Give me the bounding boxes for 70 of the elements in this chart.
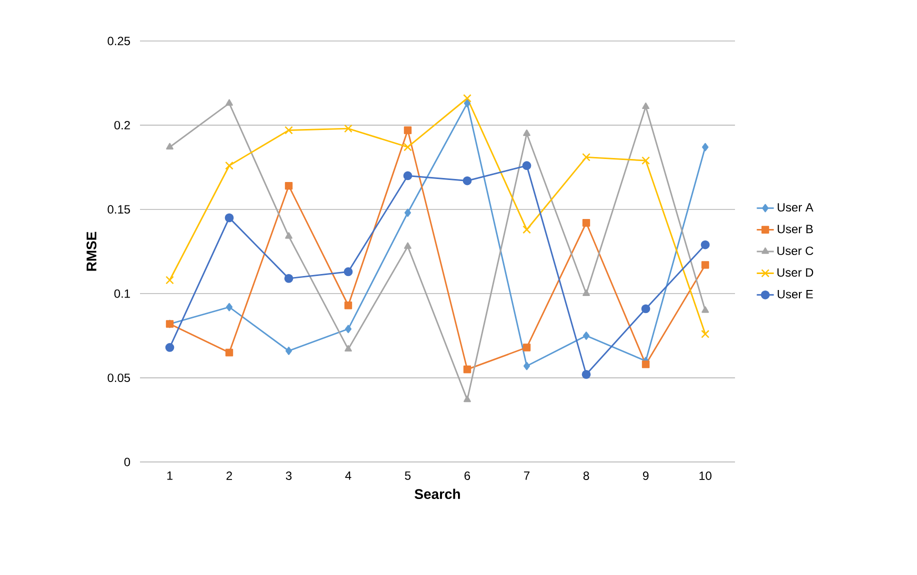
point: [522, 344, 531, 352]
legend-label: User D: [777, 268, 814, 277]
point: [522, 225, 531, 234]
y-tick-label: 0.05: [108, 374, 130, 382]
point: [463, 366, 472, 374]
x-tick-label: 10: [700, 472, 712, 480]
point: [464, 396, 471, 402]
y-tick-label: 0: [124, 458, 130, 466]
point: [522, 161, 532, 170]
point: [582, 370, 591, 379]
point: [582, 289, 590, 296]
point: [404, 208, 412, 217]
point: [642, 102, 650, 110]
y-tick-label: 0.1: [114, 289, 130, 298]
point: [582, 153, 590, 162]
point: [344, 324, 352, 334]
point: [285, 232, 292, 239]
y-tick-label: 0.15: [108, 205, 130, 214]
point: [226, 99, 233, 106]
point: [284, 274, 294, 283]
point: [284, 182, 293, 190]
point: [641, 304, 650, 314]
x-tick-label: 2: [226, 472, 232, 480]
x-tick-label: 4: [345, 472, 352, 480]
point: [463, 94, 472, 102]
point: [462, 176, 472, 186]
point: [404, 142, 412, 152]
point: [642, 360, 650, 368]
point: [225, 161, 234, 170]
y-axis-title: RMSE: [86, 232, 96, 271]
y-tick-label: 0.25: [108, 36, 130, 46]
point: [224, 213, 234, 222]
point: [642, 156, 650, 165]
legend-label: User A: [778, 203, 814, 212]
point: [404, 242, 412, 249]
point: [285, 346, 292, 355]
legend-label: User E: [778, 290, 813, 298]
point: [344, 267, 353, 276]
point: [165, 343, 174, 352]
point: [582, 332, 590, 340]
point: [464, 99, 471, 108]
point: [403, 171, 412, 180]
legend-label: User B: [778, 224, 813, 234]
x-tick-label: 3: [286, 472, 292, 480]
x-tick-label: 6: [464, 472, 470, 480]
point: [701, 330, 710, 338]
point: [404, 126, 412, 134]
x-tick-label: 5: [404, 472, 411, 480]
point: [523, 362, 530, 370]
x-axis-title: Search: [414, 488, 460, 500]
point: [344, 345, 352, 352]
x-tick-label: 1: [167, 472, 172, 480]
point: [226, 302, 233, 312]
point: [225, 348, 234, 356]
legend-label: User C: [777, 246, 814, 256]
point: [344, 124, 352, 133]
point: [284, 126, 293, 134]
point: [700, 240, 710, 250]
point: [166, 276, 174, 284]
point: [702, 142, 709, 152]
point: [582, 219, 590, 227]
y-tick-label: 0.2: [114, 120, 130, 130]
point: [344, 302, 352, 310]
point: [701, 261, 710, 269]
point: [702, 306, 709, 313]
x-tick-label: 8: [583, 472, 590, 480]
x-tick-label: 7: [524, 472, 530, 480]
point: [166, 142, 174, 150]
x-tick-label: 9: [642, 472, 649, 480]
point: [523, 129, 530, 136]
